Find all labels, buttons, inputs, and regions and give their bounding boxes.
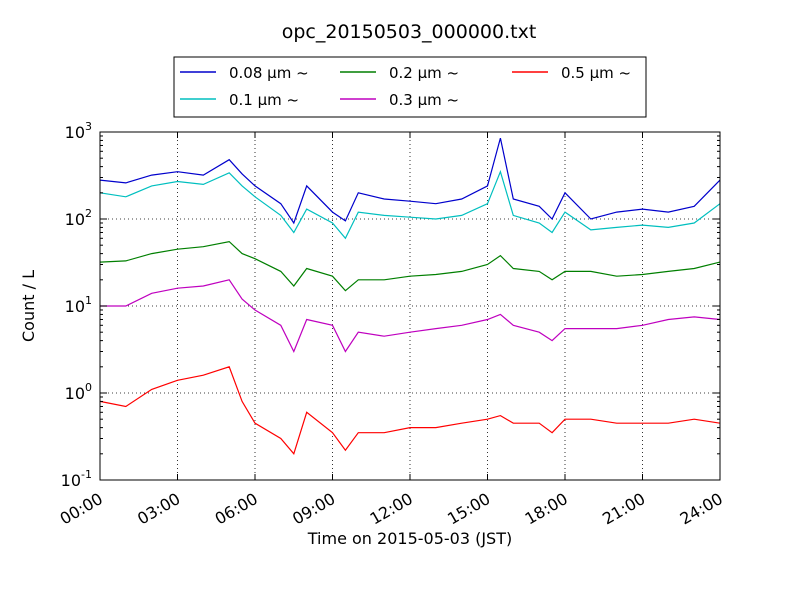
x-tick-label: 03:00: [134, 489, 183, 529]
x-tick-label: 21:00: [599, 489, 648, 529]
x-tick-label: 12:00: [367, 489, 416, 529]
legend-label: 0.3 μm ~: [389, 91, 459, 109]
x-tick-label: 18:00: [522, 489, 571, 529]
y-tick-label: 100: [65, 381, 92, 403]
y-tick-label: 10-1: [61, 468, 92, 490]
series-line-4: [99, 366, 721, 456]
y-tick-labels: 10-1 100 101 102 103: [61, 120, 92, 490]
y-tick-label: 102: [65, 207, 92, 229]
series-layer: [99, 137, 721, 456]
legend-label: 0.2 μm ~: [389, 64, 459, 82]
grid: [100, 132, 720, 480]
y-tick-label: 103: [65, 120, 92, 142]
series-line-1: [99, 169, 721, 240]
legend-label: 0.08 μm ~: [229, 64, 309, 82]
legend-label: 0.1 μm ~: [229, 91, 299, 109]
x-axis-label: Time on 2015-05-03 (JST): [307, 529, 512, 548]
x-tick-label: 06:00: [212, 489, 261, 529]
chart-title: opc_20150503_000000.txt: [282, 21, 537, 43]
legend-label: 0.5 μm ~: [561, 64, 631, 82]
series-line-2: [99, 240, 721, 292]
x-tick-label: 24:00: [677, 489, 726, 529]
x-tick-labels: 00:00 03:00 06:00 09:00 12:00 15:00 18:00 21:00…: [57, 489, 726, 529]
y-axis-label: Count / L: [19, 270, 38, 342]
y-tick-label: 101: [65, 294, 92, 316]
legend-box: [173, 56, 647, 118]
series-line-0: [99, 137, 721, 225]
ticks: [99, 131, 721, 481]
series-line-3: [100, 279, 721, 353]
x-tick-label: 09:00: [289, 489, 338, 529]
legend: 0.08 μm ~ 0.1 μm ~ 0.2 μm ~ 0.3 μm ~ 0.5 μm …: [173, 56, 647, 118]
x-tick-label: 15:00: [444, 489, 493, 529]
x-tick-label: 00:00: [57, 489, 106, 529]
